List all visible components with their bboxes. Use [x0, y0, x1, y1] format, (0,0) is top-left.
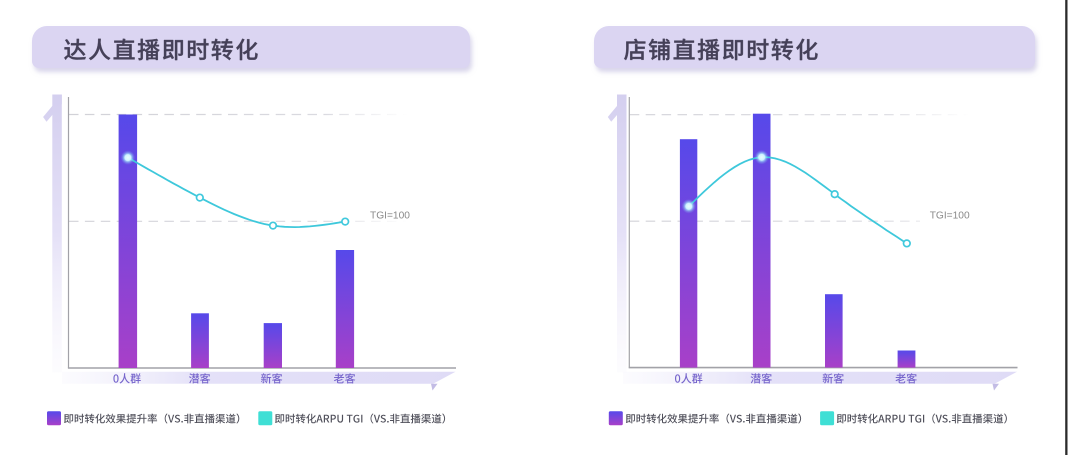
svg-text:TGI=100: TGI=100 [930, 211, 970, 222]
svg-text:TGI=100: TGI=100 [370, 211, 410, 222]
